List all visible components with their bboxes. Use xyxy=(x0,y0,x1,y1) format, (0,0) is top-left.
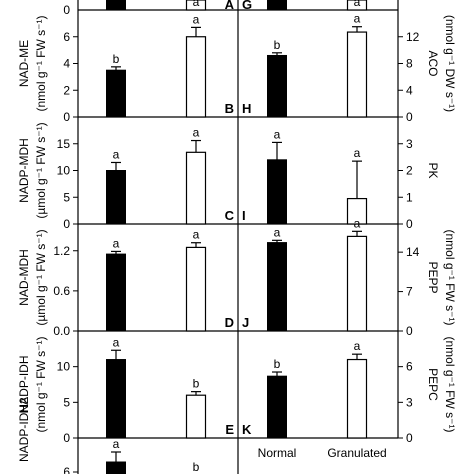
ytick-label-K-1: 3 xyxy=(406,395,413,409)
bar-B-normal xyxy=(106,69,126,118)
ytick-label-I-3: 3 xyxy=(406,137,413,151)
bar-H-normal xyxy=(267,54,287,118)
ytick-label-J-0: 0 xyxy=(406,324,413,338)
ytick-label-K-2: 6 xyxy=(406,360,413,374)
yunit-D: (µmol g⁻¹ FW s⁻¹) xyxy=(34,229,48,325)
sig-letter-H-granulated: a xyxy=(354,12,361,26)
ylabel-H: ACO xyxy=(426,50,440,76)
ylabel-E: NADP-IDH xyxy=(17,355,31,413)
panel-letter-J: J xyxy=(242,315,249,330)
yunit-C: (µmol g⁻¹ FW s⁻¹) xyxy=(34,122,48,218)
panel-letter-G: G xyxy=(242,0,252,12)
ytick-label-E-0: 0 xyxy=(63,431,70,445)
ytick-label-B-3: 6 xyxy=(63,30,70,44)
ytick-label-K-0: 0 xyxy=(406,431,413,445)
sig-letter-F-normal: a xyxy=(113,437,120,451)
sig-letter-J-normal: a xyxy=(274,225,281,239)
panel-letter-B: B xyxy=(225,101,234,116)
bar-B-granulated xyxy=(185,36,207,118)
sig-letter-E-normal: a xyxy=(113,335,120,349)
bar-H-granulated xyxy=(346,31,368,118)
bar-G-normal xyxy=(267,0,287,11)
sig-letter-B-granulated: a xyxy=(193,12,200,26)
category-label-normal: Normal xyxy=(258,446,297,460)
ytick-label-B-0: 0 xyxy=(63,110,70,124)
yunit-K: (nmol g⁻¹ FW s⁻¹) xyxy=(443,337,457,433)
ytick-label-H-0: 0 xyxy=(406,110,413,124)
ytick-label-C-1: 5 xyxy=(63,190,70,204)
ytick-label-D-2: 1.2 xyxy=(53,244,70,258)
ytick-label-C-3: 15 xyxy=(57,137,71,151)
sig-letter-A-granulated: a xyxy=(193,0,200,9)
ytick-label-D-0: 0.0 xyxy=(53,324,70,338)
ylabel-B: NAD-ME xyxy=(17,40,31,87)
ytick-label-B-1: 2 xyxy=(63,83,70,97)
sig-letter-H-normal: b xyxy=(274,38,281,52)
sig-letter-F-granulated: b xyxy=(193,460,200,474)
ytick-label-H-3: 12 xyxy=(406,30,420,44)
bottom-ytick-label: 6 xyxy=(63,465,70,474)
ylabel-F-partial: NADP-IDH2 xyxy=(17,397,31,462)
ylabel-J: PEPP xyxy=(426,261,440,293)
ylabel-C: NADP-MDH xyxy=(17,138,31,203)
bar-C-granulated xyxy=(185,151,207,225)
ytick-label-I-1: 1 xyxy=(406,190,413,204)
sig-letter-J-granulated: a xyxy=(354,216,361,230)
sig-letter-K-granulated: a xyxy=(354,339,361,353)
panel-letter-D: D xyxy=(225,315,234,330)
category-label-granulated: Granulated xyxy=(327,446,386,460)
yunit-B: (nmol g⁻¹ FW s⁻¹) xyxy=(34,16,48,112)
bar-A-granulated xyxy=(185,0,207,11)
yunit-E: (nmol g⁻¹ FW s⁻¹) xyxy=(34,337,48,433)
ytick-label-H-1: 4 xyxy=(406,83,413,97)
sig-letter-C-normal: a xyxy=(113,147,120,161)
ylabel-I: PK xyxy=(426,162,440,178)
bar-J-granulated xyxy=(346,235,368,332)
ytick-label-B-2: 4 xyxy=(63,57,70,71)
yunit-J: (nmol g⁻¹ FW s⁻¹) xyxy=(443,230,457,326)
sig-letter-I-normal: a xyxy=(274,127,281,141)
panel-letter-K: K xyxy=(242,422,252,437)
bar-G-granulated xyxy=(346,0,368,11)
ytick-label-E-2: 10 xyxy=(57,360,71,374)
ylabel-D: NAD-MDH xyxy=(17,249,31,306)
ylabel-K: PEPC xyxy=(426,368,440,401)
panel-letter-A: A xyxy=(225,0,235,12)
ytick-label-C-0: 0 xyxy=(63,217,70,231)
sig-letter-D-granulated: a xyxy=(193,228,200,242)
sig-letter-D-normal: a xyxy=(113,236,120,250)
bar-C-normal xyxy=(106,170,126,225)
bar-K-granulated xyxy=(346,358,368,439)
bar-E-granulated xyxy=(185,394,207,439)
bar-E-normal xyxy=(106,359,126,439)
panel-letter-C: C xyxy=(225,208,235,223)
bar-K-normal xyxy=(267,375,287,439)
ytick-label-I-2: 2 xyxy=(406,164,413,178)
sig-letter-E-granulated: b xyxy=(193,377,200,391)
ytick-label-H-2: 8 xyxy=(406,57,413,71)
sig-letter-I-granulated: a xyxy=(354,146,361,160)
bar-J-normal xyxy=(267,242,287,332)
yunit-H: (nmol g⁻¹ DW s⁻¹) xyxy=(443,15,457,112)
sig-letter-B-normal: b xyxy=(113,52,120,66)
bar-A-normal xyxy=(106,0,126,11)
bar-D-granulated xyxy=(185,246,207,332)
sig-letter-G-granulated: a xyxy=(354,0,361,9)
sig-letter-K-normal: b xyxy=(274,357,281,371)
sig-letter-C-granulated: a xyxy=(193,126,200,140)
ytick-label-D-1: 0.6 xyxy=(53,284,70,298)
ytick-label-J-2: 14 xyxy=(406,245,420,259)
top-left-tick-label: 0 xyxy=(63,3,70,17)
bar-D-normal xyxy=(106,253,126,332)
ytick-label-E-1: 5 xyxy=(63,395,70,409)
bar-I-normal xyxy=(267,159,287,225)
ytick-label-I-0: 0 xyxy=(406,217,413,231)
bar-F-normal xyxy=(106,461,126,474)
panel-letter-I: I xyxy=(242,208,246,223)
ytick-label-C-2: 10 xyxy=(57,164,71,178)
panel-letter-E: E xyxy=(225,422,234,437)
ytick-label-J-1: 7 xyxy=(406,285,413,299)
panel-letter-H: H xyxy=(242,101,251,116)
